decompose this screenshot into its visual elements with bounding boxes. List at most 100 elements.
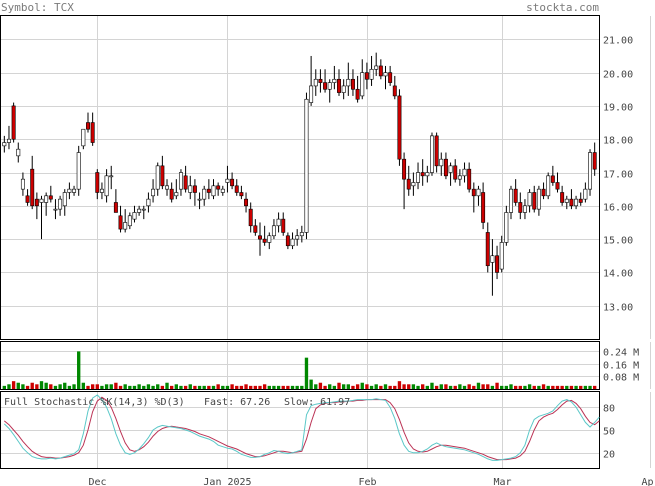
candle-up: [276, 218, 281, 227]
candle-up: [490, 255, 495, 263]
volume-bar: [309, 379, 313, 389]
candle-down: [206, 188, 211, 193]
volume-bar: [458, 384, 462, 389]
volume-bar: [211, 385, 216, 389]
candle-up: [109, 175, 114, 178]
candle-up: [416, 172, 421, 183]
candle-up: [104, 175, 109, 197]
volume-bar: [509, 384, 513, 389]
candle-up: [20, 178, 25, 190]
candle-down: [555, 182, 560, 190]
volume-bar: [551, 385, 555, 389]
volume-bar: [142, 385, 146, 389]
volume-bar: [216, 384, 220, 389]
candle-down: [541, 188, 546, 197]
volume-bar: [523, 385, 527, 389]
volume-bar: [174, 384, 178, 389]
candle-down: [481, 192, 486, 223]
volume-bar: [462, 385, 467, 389]
volume-bar: [207, 385, 211, 389]
volume-bar: [565, 385, 569, 389]
volume-bar: [258, 385, 262, 389]
volume-bar: [476, 382, 481, 389]
volume-bar: [537, 385, 541, 389]
candle-up: [309, 85, 314, 103]
candle-down: [86, 122, 90, 130]
volume-bar: [128, 385, 132, 389]
volume-bar: [221, 385, 225, 389]
candle-down: [239, 192, 244, 197]
price-tick-label: 14.00: [603, 269, 633, 280]
candle-down: [495, 255, 500, 273]
symbol-label: Symbol: TCX: [1, 1, 74, 14]
volume-bar: [58, 384, 62, 389]
volume-bar: [421, 384, 425, 389]
price-tick-label: 13.00: [603, 303, 633, 314]
candle-down: [467, 168, 472, 190]
candle-down: [350, 78, 355, 90]
candle-down: [578, 198, 583, 203]
volume-bar: [114, 382, 118, 389]
price-axis: 21.00 20.00 19.00 18.00 17.00 16.00 15.00 14.00…: [603, 36, 633, 314]
volume-bar: [2, 385, 6, 389]
candle-down: [262, 238, 267, 243]
volume-bar: [230, 384, 234, 389]
candle-up: [522, 205, 527, 213]
candle-down: [230, 178, 235, 187]
candle-down: [30, 168, 35, 207]
candle-up: [220, 188, 225, 193]
volume-bar: [21, 384, 25, 389]
volume-bar: [393, 385, 397, 389]
candle-down: [550, 175, 555, 183]
price-tick-label: 18.00: [603, 136, 633, 147]
volume-bar: [532, 385, 536, 389]
candle-up: [72, 188, 77, 193]
volume-bar: [379, 385, 383, 389]
volume-bar: [239, 385, 244, 389]
volume-bar: [337, 382, 341, 389]
candle-down: [281, 218, 286, 233]
candle-up: [299, 232, 304, 237]
volume-bar: [193, 385, 197, 389]
candle-up: [137, 208, 142, 213]
candle-up: [62, 192, 67, 207]
volume-bar: [300, 385, 304, 389]
candle-down: [253, 225, 258, 233]
candle-up: [2, 142, 7, 147]
candle-up: [58, 198, 63, 210]
volume-bar: [425, 385, 430, 389]
stochastic-axis: 80 50 20: [603, 404, 615, 461]
volume-bar: [402, 384, 406, 389]
candle-down: [337, 78, 341, 93]
volume-bar: [295, 385, 299, 389]
volume-bar: [123, 384, 127, 389]
volume-bar: [355, 384, 360, 389]
candle-up: [99, 188, 104, 193]
candle-down: [397, 95, 402, 160]
candle-down: [160, 165, 165, 187]
candle-down: [392, 85, 397, 97]
volume-bar: [202, 385, 206, 389]
stochastic-fast-line: [3, 394, 600, 461]
price-tick-label: 17.00: [603, 170, 633, 181]
candle-up: [123, 222, 128, 230]
candle-up: [499, 242, 504, 270]
candle-up: [304, 98, 309, 233]
candle-down: [90, 122, 95, 143]
volume-bar: [86, 385, 90, 389]
volume-bar: [90, 384, 95, 389]
candle-down: [406, 178, 411, 190]
volume-bar: [500, 385, 504, 389]
volume-bar: [100, 385, 104, 389]
volume-bar: [151, 385, 155, 389]
candle-up: [360, 72, 365, 97]
candle-down: [248, 208, 253, 227]
volume-bar: [49, 384, 53, 389]
candle-up: [44, 195, 49, 203]
volume-bar: [276, 385, 281, 389]
price-tick-label: 20.00: [603, 70, 633, 81]
candle-down: [513, 188, 518, 203]
volume-bar: [481, 384, 485, 389]
volume-bar: [332, 385, 337, 389]
x-tick-label: Jan 2025: [203, 477, 251, 486]
